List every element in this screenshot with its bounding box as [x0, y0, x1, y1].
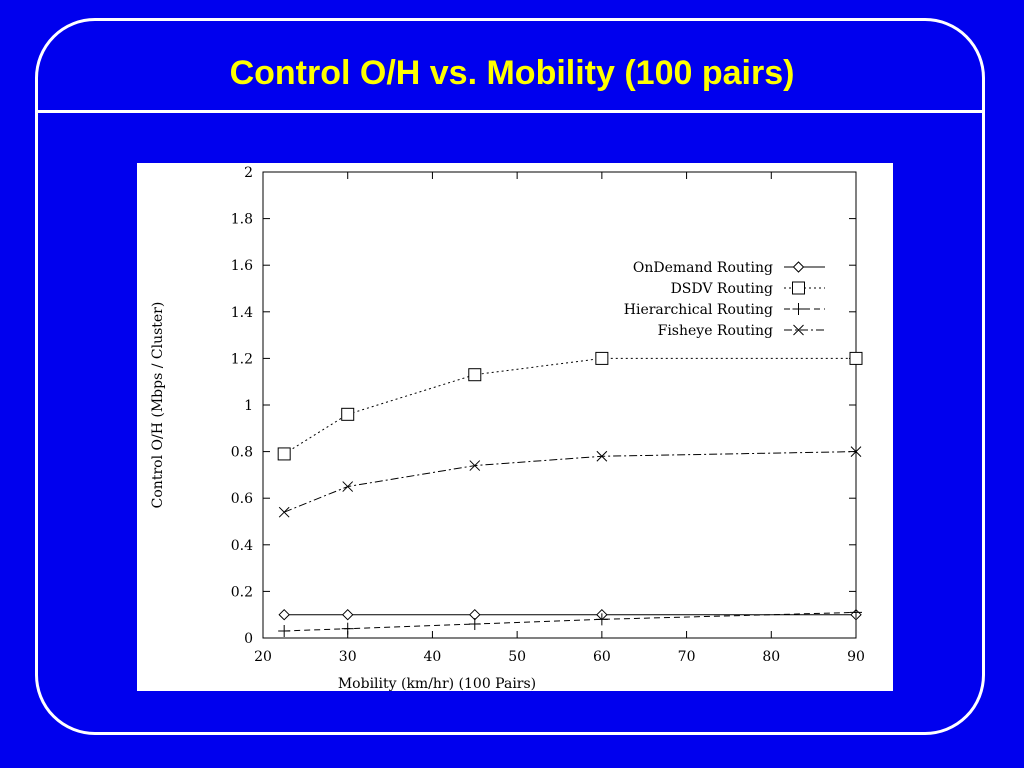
- slide-title: Control O/H vs. Mobility (100 pairs): [229, 54, 795, 92]
- y-tick-label: 0.2: [231, 584, 253, 600]
- x-axis-label: Mobility (km/hr) (100 Pairs): [338, 676, 536, 691]
- data-point-cross: [596, 450, 608, 462]
- data-point-square: [468, 368, 482, 382]
- y-tick-label: 1.6: [231, 258, 253, 274]
- y-tick-label: 0.6: [231, 491, 253, 507]
- series-cross: [278, 446, 862, 518]
- axes: 20 30 40 50 60 70 80 90 0 0.2 0.4 0.6 0.8 1 1.2 1.4 1.6 1…: [231, 165, 865, 665]
- legend: OnDemand Routing DSDV Routing Hierarchical…: [624, 260, 825, 339]
- data-point-cross: [850, 446, 862, 457]
- series-square: [277, 351, 863, 461]
- data-point-diamond: [342, 608, 354, 621]
- data-point-plus: [278, 625, 291, 638]
- x-tick-label: 60: [593, 649, 611, 665]
- data-point-plus: [850, 606, 862, 619]
- series-plus: [278, 606, 862, 638]
- series-line: [283, 357, 856, 455]
- data-point-cross: [469, 460, 481, 471]
- data-point-cross-b: [278, 506, 290, 518]
- y-tick-label: 1.8: [231, 212, 253, 228]
- x-tick-label: 50: [508, 649, 526, 665]
- slide-frame: [35, 18, 985, 735]
- legend-marker-diamond: [792, 261, 805, 273]
- x-tick-label: 20: [254, 649, 272, 665]
- data-point-square: [849, 351, 863, 365]
- data-point-square: [277, 447, 291, 461]
- data-point-cross: [342, 481, 354, 492]
- data-point-diamond: [278, 608, 290, 621]
- y-axis-label: Control O/H (Mbps / Cluster): [150, 302, 166, 509]
- data-point-plus: [341, 622, 354, 635]
- y-tick-label: 1.2: [231, 351, 253, 367]
- x-tick-label: 40: [424, 649, 442, 665]
- y-tick-label: 1: [244, 398, 253, 414]
- legend-marker-plus: [792, 303, 805, 315]
- series-line: [283, 451, 857, 513]
- y-tick-label: 2: [244, 165, 253, 181]
- legend-label: Hierarchical Routing: [624, 302, 773, 318]
- y-tick-label: 0: [244, 631, 253, 647]
- title-divider: [38, 110, 985, 113]
- data-point-cross-b: [850, 446, 862, 457]
- chart-panel: 20 30 40 50 60 70 80 90 0 0.2 0.4 0.6 0.8 1 1.2 1.4 1.6 1…: [137, 163, 893, 692]
- x-tick-label: 30: [339, 649, 357, 665]
- data-point-plus: [595, 613, 608, 626]
- legend-marker-cross-b: [793, 324, 804, 336]
- data-point-cross-b: [596, 450, 608, 462]
- plot-frame: [262, 171, 857, 639]
- y-tick-label: 0.4: [231, 538, 253, 554]
- data-point-cross: [278, 506, 290, 518]
- data-point-square: [595, 351, 609, 365]
- data-point-plus: [468, 618, 481, 631]
- data-point-cross-b: [342, 481, 354, 492]
- series-layer: [277, 351, 863, 638]
- y-tick-label: 0.8: [231, 445, 253, 461]
- x-tick-label: 90: [847, 649, 865, 665]
- series-diamond: [278, 608, 862, 621]
- legend-marker-square: [792, 281, 805, 295]
- line-chart: 20 30 40 50 60 70 80 90 0 0.2 0.4 0.6 0.8 1 1.2 1.4 1.6 1…: [150, 165, 865, 692]
- x-tick-label: 80: [762, 649, 780, 665]
- data-point-square: [341, 407, 355, 421]
- x-tick-label: 70: [678, 649, 696, 665]
- legend-label: Fisheye Routing: [658, 323, 773, 339]
- legend-label: OnDemand Routing: [633, 260, 773, 276]
- data-point-cross-b: [469, 460, 481, 471]
- legend-label: DSDV Routing: [671, 281, 773, 297]
- legend-marker-cross: [793, 324, 804, 336]
- y-tick-label: 1.4: [231, 305, 253, 321]
